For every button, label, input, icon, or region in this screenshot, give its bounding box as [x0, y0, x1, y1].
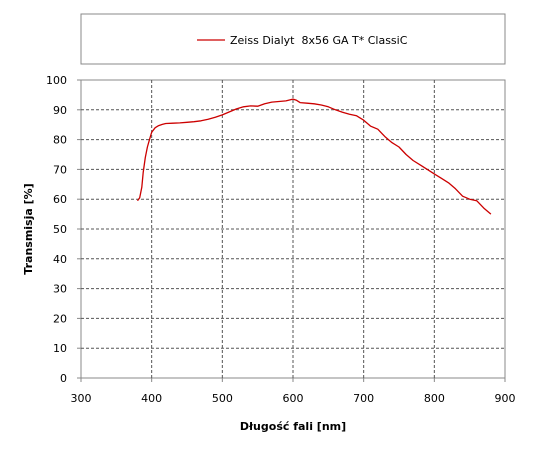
- x-tick-label: 500: [212, 392, 233, 405]
- y-tick-label: 0: [60, 372, 67, 385]
- x-tick-label: 300: [71, 392, 92, 405]
- y-axis-ticks: 0 10 20 30 40 50 60 70 80 90 100: [46, 74, 81, 385]
- x-tick-label: 800: [424, 392, 445, 405]
- y-tick-label: 90: [53, 104, 67, 117]
- y-tick-label: 20: [53, 312, 67, 325]
- y-tick-label: 40: [53, 253, 67, 266]
- y-tick-label: 10: [53, 342, 67, 355]
- y-tick-label: 80: [53, 134, 67, 147]
- y-tick-label: 70: [53, 163, 67, 176]
- y-tick-label: 50: [53, 223, 67, 236]
- x-axis-ticks: 300 400 500 600 700 800 900: [71, 378, 516, 405]
- x-tick-label: 600: [283, 392, 304, 405]
- y-axis-title: Transmisja [%]: [22, 183, 35, 274]
- x-tick-label: 700: [353, 392, 374, 405]
- x-tick-label: 400: [141, 392, 162, 405]
- y-tick-label: 100: [46, 74, 67, 87]
- legend-label: Zeiss Dialyt 8x56 GA T* ClassiC: [230, 34, 408, 47]
- grid-lines: [81, 80, 505, 378]
- series-line: [136, 98, 492, 215]
- series-layer: [136, 98, 492, 215]
- y-tick-label: 30: [53, 283, 67, 296]
- x-tick-label: 900: [495, 392, 516, 405]
- legend: Zeiss Dialyt 8x56 GA T* ClassiC: [80, 13, 506, 65]
- legend-box: [80, 13, 506, 65]
- y-tick-label: 60: [53, 193, 67, 206]
- x-axis-title: Długość fali [nm]: [240, 420, 346, 433]
